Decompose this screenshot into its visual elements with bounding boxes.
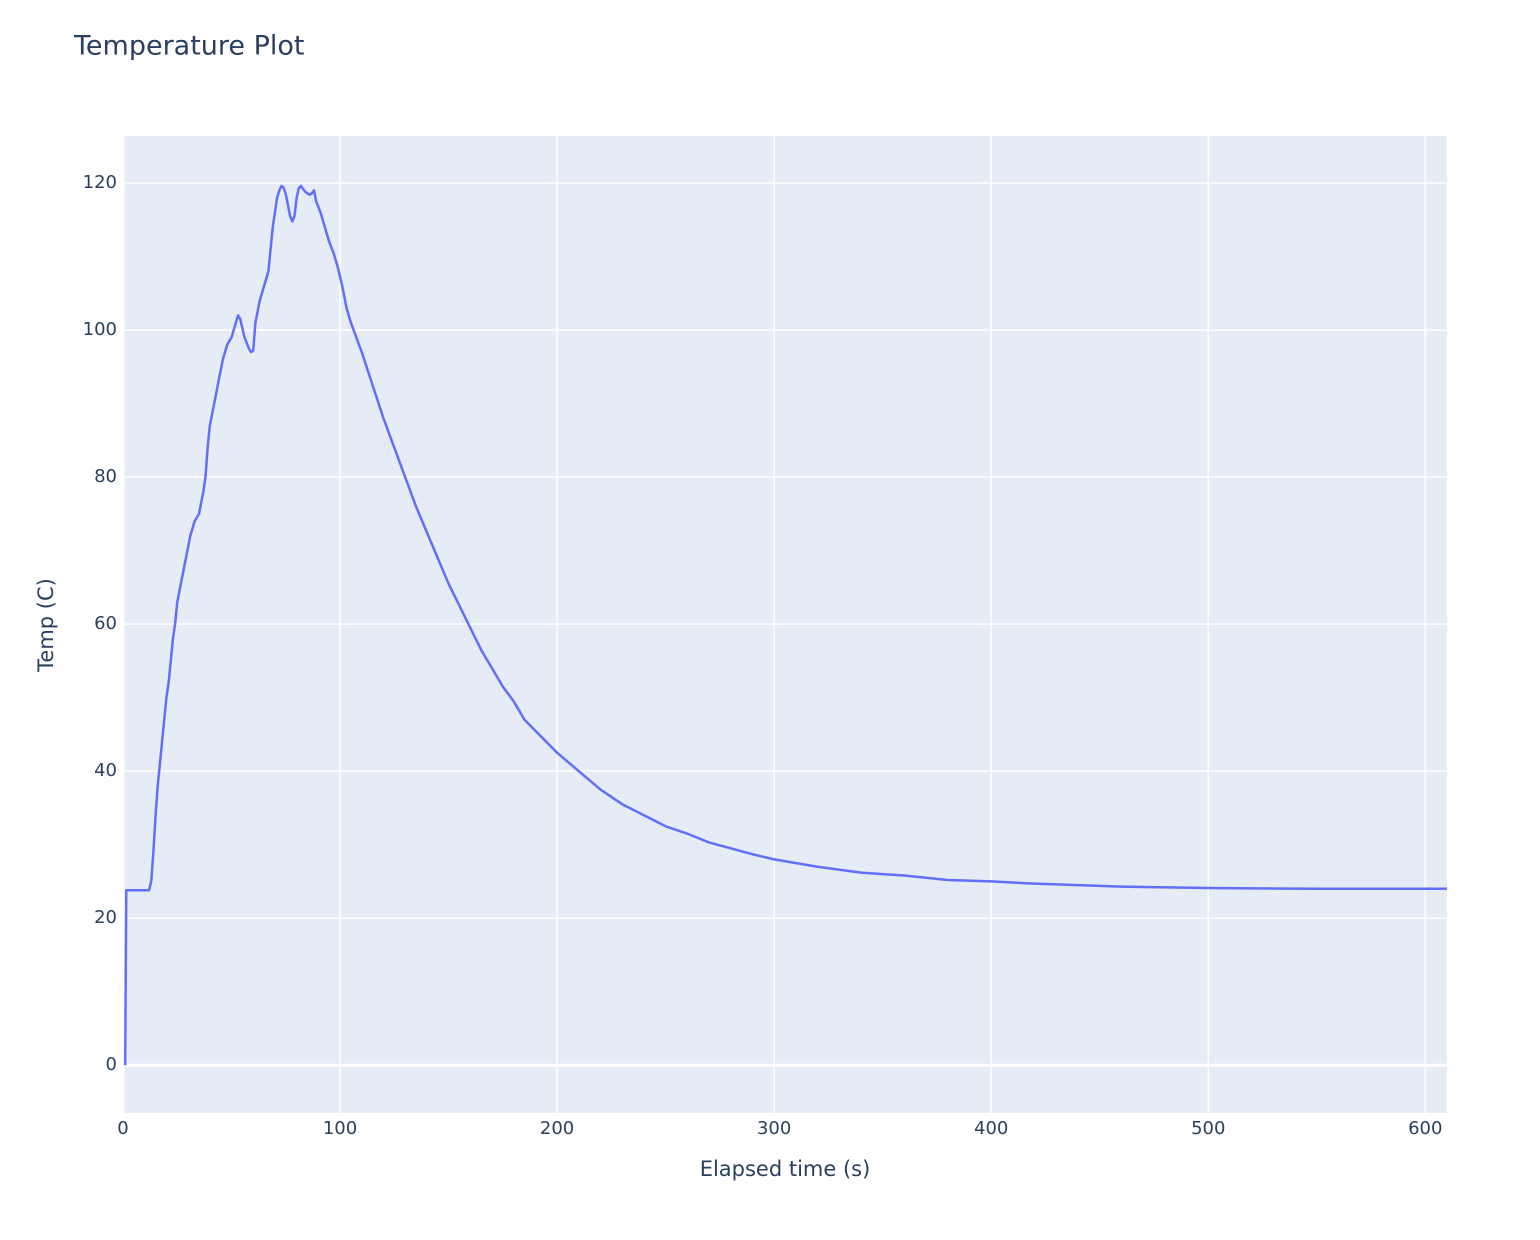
x-tick-label: 500	[1191, 1118, 1225, 1139]
x-tick-label: 400	[974, 1118, 1008, 1139]
x-axis-title: Elapsed time (s)	[700, 1157, 871, 1181]
y-tick-label: 20	[94, 907, 117, 928]
y-tick-label: 0	[106, 1054, 117, 1075]
chart-title: Temperature Plot	[73, 31, 305, 62]
data-line	[123, 184, 1447, 1066]
y-tick-label: 40	[94, 760, 117, 781]
y-tick-label: 100	[83, 319, 117, 340]
x-tick-label: 200	[540, 1118, 574, 1139]
x-tick-label: 600	[1408, 1118, 1442, 1139]
y-tick-label: 60	[94, 613, 117, 634]
y-axis-title: Temp (C)	[34, 578, 58, 673]
y-tick-label: 80	[94, 466, 117, 487]
x-tick-label: 0	[117, 1118, 128, 1139]
x-tick-label: 100	[323, 1118, 357, 1139]
y-tick-label: 120	[83, 172, 117, 193]
x-tick-label: 300	[757, 1118, 791, 1139]
